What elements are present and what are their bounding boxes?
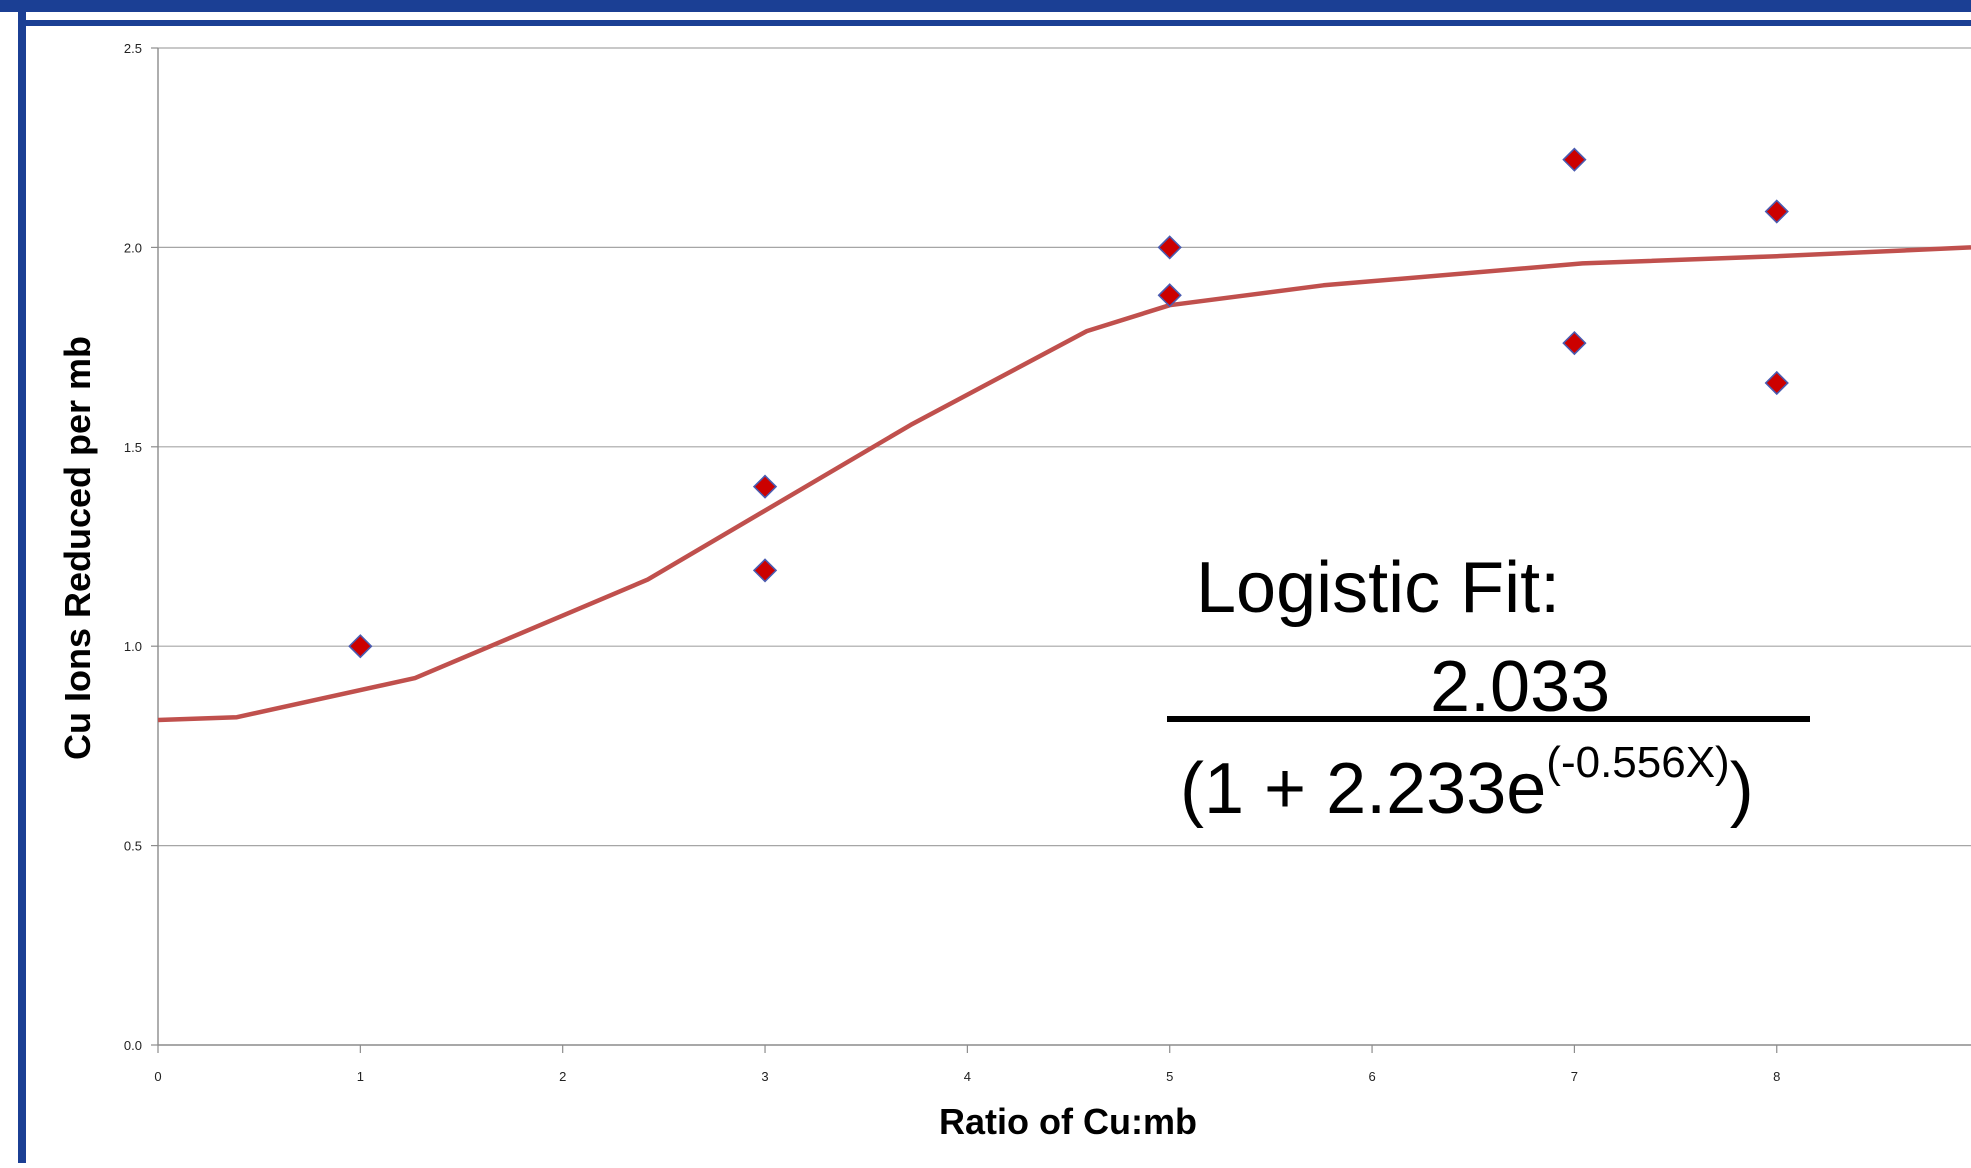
- y-tick-label: 2.5: [124, 41, 142, 56]
- data-point-diamond: [1562, 147, 1587, 172]
- x-tick-label: 6: [1368, 1069, 1375, 1084]
- frame-left-bar: [18, 12, 26, 1163]
- x-tick-label: 2: [559, 1069, 566, 1084]
- x-tick-label: 3: [761, 1069, 768, 1084]
- y-tick-label: 1.5: [124, 440, 142, 455]
- annotation-heading: Logistic Fit:: [1196, 548, 1560, 628]
- x-tick-label: 8: [1773, 1069, 1780, 1084]
- x-tick-label: 7: [1571, 1069, 1578, 1084]
- x-tick-label: 4: [964, 1069, 971, 1084]
- fit-line-series: [157, 245, 1971, 723]
- data-point-diamond: [1764, 370, 1789, 396]
- frame-top-bar: [0, 0, 1971, 12]
- gridlines: [158, 47, 1971, 847]
- denominator-main: (1 + 2.233e: [1180, 749, 1546, 829]
- annotation-numerator: 2.033: [1430, 647, 1610, 727]
- frame-top-inner: [18, 20, 1971, 26]
- data-point-diamond: [348, 634, 373, 659]
- y-tick-label: 1.0: [124, 639, 142, 654]
- x-tick-label: 5: [1166, 1069, 1173, 1084]
- y-tick-labels: 0.0 0.5 1.0 1.5 2.0 2.5: [124, 41, 142, 1053]
- axes: [151, 47, 1971, 1053]
- x-axis-title: Ratio of Cu:mb: [939, 1101, 1197, 1142]
- data-point-diamond: [1157, 235, 1182, 260]
- data-point-diamond: [752, 474, 778, 499]
- data-point-diamond: [752, 558, 778, 583]
- x-tick-label: 1: [357, 1069, 364, 1084]
- data-point-diamond: [1764, 199, 1789, 224]
- x-tick-labels: 0 1 2 3 4 5 6 7 8: [154, 1069, 1780, 1084]
- logistic-fit-annotation: Logistic Fit: 2.033 (1 + 2.233e(-0.556X)…: [1167, 548, 1810, 829]
- y-axis-title: Cu Ions Reduced per mb: [57, 336, 98, 760]
- x-tick-label: 0: [154, 1069, 161, 1084]
- fraction-bar: [1167, 716, 1810, 722]
- data-point-diamond: [1157, 283, 1182, 308]
- denominator-close: ): [1730, 749, 1754, 829]
- denominator-exponent: (-0.556X): [1546, 738, 1729, 787]
- data-point-diamond: [1562, 330, 1587, 356]
- scatter-points: [348, 147, 1789, 659]
- y-tick-label: 0.5: [124, 839, 142, 854]
- y-tick-label: 2.0: [124, 240, 142, 255]
- annotation-denominator: (1 + 2.233e(-0.556X)): [1180, 738, 1754, 829]
- logistic-fit-line: [157, 245, 1971, 723]
- y-tick-label: 0.0: [124, 1038, 142, 1053]
